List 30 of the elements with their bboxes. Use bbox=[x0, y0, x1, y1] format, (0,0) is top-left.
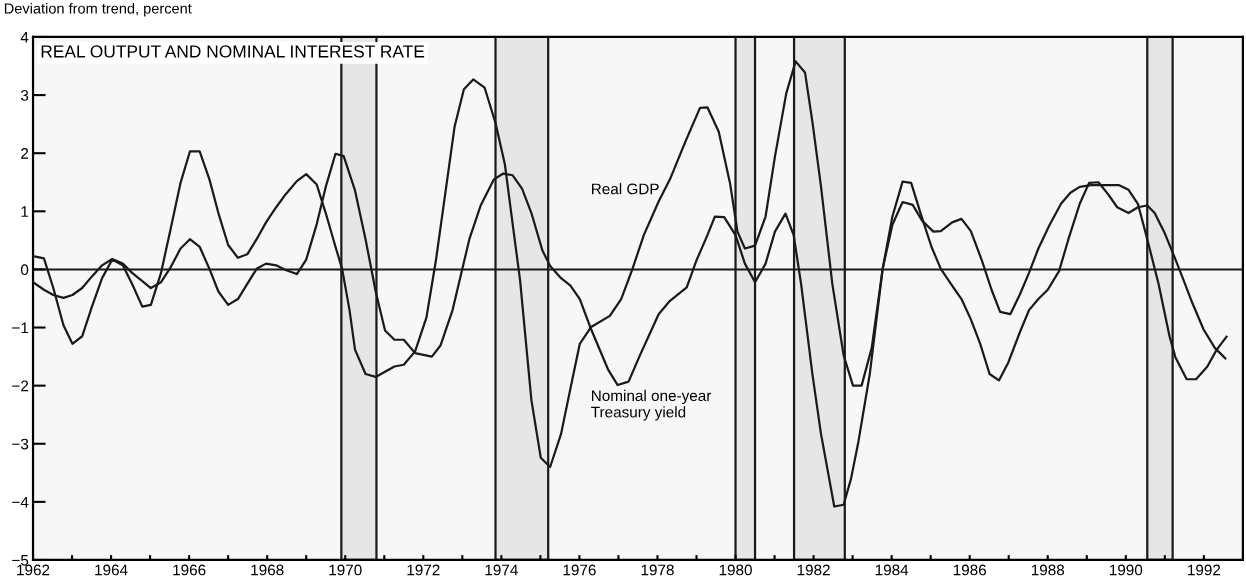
x-tick-label: 1964 bbox=[95, 564, 128, 576]
y-axis-title: Deviation from trend, percent bbox=[4, 2, 192, 17]
x-tick-label: 1974 bbox=[485, 564, 518, 576]
y-tick-label: 0 bbox=[20, 264, 29, 276]
x-tick-label: 1972 bbox=[407, 564, 440, 576]
x-tick-label: 1984 bbox=[875, 564, 909, 576]
y-tick-label: 1 bbox=[21, 206, 29, 217]
y-tick-label: −1 bbox=[12, 322, 29, 334]
x-tick-label: 1988 bbox=[1031, 564, 1065, 576]
y-tick-label: 4 bbox=[20, 32, 29, 43]
y-tick-label: −3 bbox=[12, 438, 29, 450]
x-tick-label: 1970 bbox=[329, 564, 362, 576]
x-tick-label: 1978 bbox=[641, 564, 674, 576]
x-tick-label: 1962 bbox=[17, 564, 50, 576]
x-tick-label: 1992 bbox=[1188, 564, 1221, 576]
y-tick-label: 3 bbox=[20, 89, 29, 101]
x-tick-label: 1966 bbox=[173, 564, 206, 576]
y-tick-label: 2 bbox=[21, 148, 29, 159]
x-tick-label: 1982 bbox=[797, 564, 830, 576]
series-label: Real GDP bbox=[592, 183, 659, 195]
x-tick-label: 1986 bbox=[953, 564, 987, 576]
y-tick-label: −4 bbox=[12, 496, 29, 508]
chart-title: REAL OUTPUT AND NOMINAL INTEREST RATE bbox=[41, 45, 425, 58]
x-tick-label: 1980 bbox=[719, 564, 752, 576]
y-tick-label: −5 bbox=[12, 555, 29, 566]
x-tick-label: 1990 bbox=[1109, 564, 1143, 576]
x-tick-label: 1968 bbox=[251, 564, 284, 576]
series-label: Nominal one-year Treasury yield bbox=[591, 389, 712, 421]
y-tick-label: −2 bbox=[12, 380, 29, 392]
x-tick-label: 1976 bbox=[563, 564, 596, 576]
